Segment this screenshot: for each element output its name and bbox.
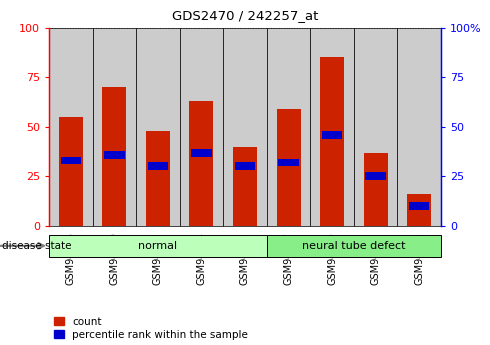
Bar <box>366 172 386 180</box>
Text: neural tube defect: neural tube defect <box>302 241 406 251</box>
Bar <box>61 157 81 165</box>
Bar <box>233 147 257 226</box>
Bar <box>407 194 431 226</box>
FancyBboxPatch shape <box>136 28 180 226</box>
Bar <box>278 159 299 167</box>
Bar <box>235 162 255 170</box>
Bar <box>49 235 267 257</box>
FancyBboxPatch shape <box>223 28 267 226</box>
FancyBboxPatch shape <box>267 28 310 226</box>
FancyBboxPatch shape <box>397 28 441 226</box>
Text: normal: normal <box>138 241 177 251</box>
Bar <box>320 57 344 226</box>
Text: GDS2470 / 242257_at: GDS2470 / 242257_at <box>172 9 318 22</box>
FancyBboxPatch shape <box>310 28 354 226</box>
Bar <box>409 202 429 210</box>
FancyBboxPatch shape <box>180 28 223 226</box>
Bar <box>364 152 388 226</box>
Bar <box>59 117 83 226</box>
Bar <box>267 235 441 257</box>
Bar <box>276 109 300 226</box>
Text: disease state: disease state <box>2 241 72 251</box>
FancyBboxPatch shape <box>93 28 136 226</box>
Bar <box>322 131 343 139</box>
Legend: count, percentile rank within the sample: count, percentile rank within the sample <box>54 317 248 340</box>
Bar <box>104 150 124 159</box>
Bar <box>147 162 168 170</box>
Bar <box>191 149 212 157</box>
Bar <box>102 87 126 226</box>
Bar <box>190 101 214 226</box>
Bar <box>146 131 170 226</box>
FancyBboxPatch shape <box>354 28 397 226</box>
FancyBboxPatch shape <box>49 28 93 226</box>
